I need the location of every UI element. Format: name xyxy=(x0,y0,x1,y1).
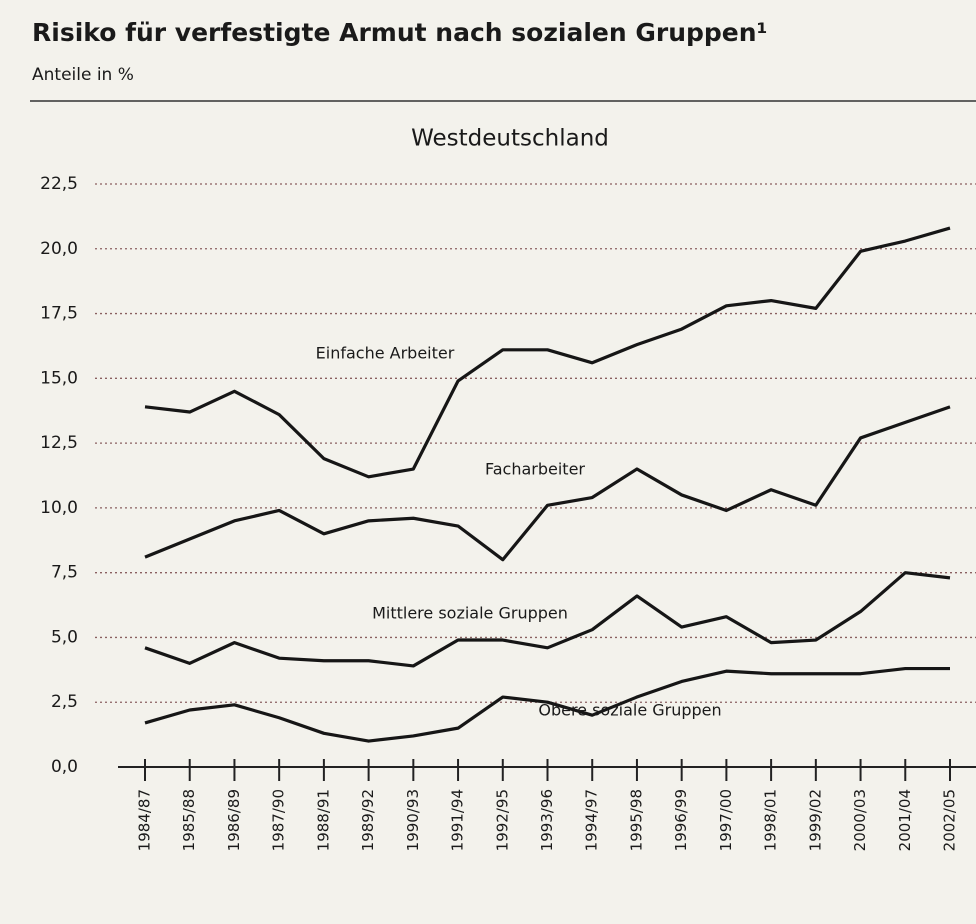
x-tick-label: 2002/05 xyxy=(941,789,959,851)
x-tick-label: 1987/90 xyxy=(270,789,288,851)
y-tick-label: 20,0 xyxy=(40,239,78,259)
y-tick-label: 12,5 xyxy=(40,433,78,453)
x-tick-label: 1997/00 xyxy=(717,789,735,851)
y-tick-label: 17,5 xyxy=(40,304,78,324)
x-tick-label: 2000/03 xyxy=(851,789,869,851)
series-label: Einfache Arbeiter xyxy=(316,344,455,363)
y-tick-label: 7,5 xyxy=(51,563,78,583)
series-line xyxy=(144,405,951,562)
chart-title: Risiko für verfestigte Armut nach sozial… xyxy=(32,18,768,47)
x-tick-label: 1998/01 xyxy=(762,789,780,851)
x-tick-label: 1995/98 xyxy=(627,789,645,851)
y-tick-label: 10,0 xyxy=(40,498,78,518)
y-tick-label: 22,5 xyxy=(40,174,78,194)
x-tick-label: 1993/96 xyxy=(538,789,556,851)
x-tick-label: 1996/99 xyxy=(672,789,690,851)
y-tick-label: 2,5 xyxy=(51,692,78,712)
series-line xyxy=(144,571,951,668)
x-tick-label: 2001/04 xyxy=(896,789,914,851)
series-line xyxy=(144,666,950,743)
y-tick-label: 15,0 xyxy=(40,368,78,388)
series-label: Mittlere soziale Gruppen xyxy=(372,604,568,623)
y-tick-label: 0,0 xyxy=(51,757,78,777)
x-tick-label: 1984/87 xyxy=(136,789,154,851)
x-tick-label: 1992/95 xyxy=(493,789,511,851)
series-label: Obere soziale Gruppen xyxy=(538,701,721,720)
x-tick-label: 1988/91 xyxy=(314,789,332,851)
series-line xyxy=(144,226,951,479)
chart-subtitle: Anteile in % xyxy=(32,65,134,85)
x-tick-label: 1985/88 xyxy=(180,789,198,851)
x-tick-label: 1989/92 xyxy=(359,789,377,851)
x-tick-label: 1986/89 xyxy=(225,789,243,851)
x-tick-label: 1994/97 xyxy=(583,789,601,851)
x-tick-label: 1990/93 xyxy=(404,789,422,851)
x-tick-label: 1999/02 xyxy=(806,789,824,851)
y-tick-label: 5,0 xyxy=(51,627,78,647)
series-label: Facharbeiter xyxy=(485,460,585,479)
chart-heading: Westdeutschland xyxy=(411,126,609,152)
x-tick-label: 1991/94 xyxy=(449,789,467,851)
